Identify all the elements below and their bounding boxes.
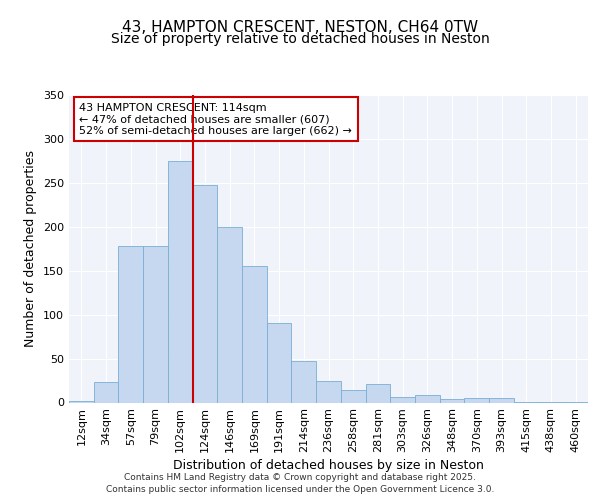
Text: Contains HM Land Registry data © Crown copyright and database right 2025.: Contains HM Land Registry data © Crown c…	[124, 472, 476, 482]
Bar	[118, 246, 143, 402]
Bar	[94, 382, 118, 402]
X-axis label: Distribution of detached houses by size in Neston: Distribution of detached houses by size …	[173, 460, 484, 472]
Text: Contains public sector information licensed under the Open Government Licence 3.: Contains public sector information licen…	[106, 485, 494, 494]
Bar	[292, 361, 316, 403]
Bar	[69, 400, 94, 402]
Text: 43, HAMPTON CRESCENT, NESTON, CH64 0TW: 43, HAMPTON CRESCENT, NESTON, CH64 0TW	[122, 20, 478, 35]
Bar	[489, 398, 514, 402]
Bar	[242, 266, 267, 402]
Bar	[316, 380, 341, 402]
Y-axis label: Number of detached properties: Number of detached properties	[25, 150, 37, 347]
Bar	[217, 227, 242, 402]
Text: Size of property relative to detached houses in Neston: Size of property relative to detached ho…	[110, 32, 490, 46]
Bar	[365, 384, 390, 402]
Bar	[464, 398, 489, 402]
Bar	[440, 399, 464, 402]
Bar	[390, 397, 415, 402]
Bar	[415, 396, 440, 402]
Bar	[143, 246, 168, 402]
Bar	[267, 324, 292, 402]
Bar	[341, 390, 365, 402]
Text: 43 HAMPTON CRESCENT: 114sqm
← 47% of detached houses are smaller (607)
52% of se: 43 HAMPTON CRESCENT: 114sqm ← 47% of det…	[79, 102, 352, 136]
Bar	[168, 161, 193, 402]
Bar	[193, 184, 217, 402]
